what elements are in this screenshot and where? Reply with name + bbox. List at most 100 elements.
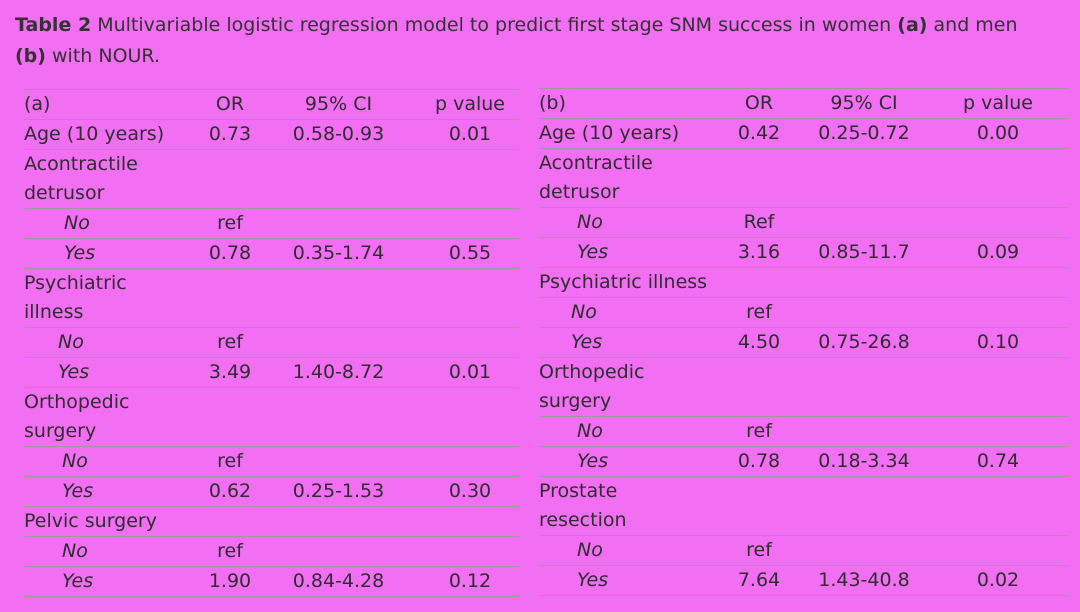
row-p-value: [421, 446, 519, 477]
row-odds-ratio: [719, 506, 799, 536]
row-variable: detrusor: [539, 178, 719, 208]
header-or: OR: [204, 89, 256, 120]
row-p-value: [421, 506, 519, 537]
row-odds-ratio: [719, 387, 799, 417]
row-p-value: [421, 298, 519, 328]
table-row: Yes 1.90 0.84-4.28 0.12: [24, 566, 519, 597]
level-label: No: [577, 211, 603, 233]
level-label: Yes: [62, 570, 94, 592]
row-level: No: [539, 416, 719, 447]
row-odds-ratio: ref: [719, 535, 799, 566]
table-row: No ref: [24, 536, 519, 567]
table-row: Age (10 years) 0.73 0.58-0.93 0.01: [24, 119, 519, 150]
row-confidence-interval: 0.58-0.93: [256, 119, 421, 150]
row-p-value: 0.55: [421, 238, 519, 269]
row-odds-ratio: 0.62: [204, 476, 256, 507]
table-row: illness: [24, 298, 519, 328]
table-row: No ref: [24, 327, 519, 358]
table-row: Orthopedic: [539, 358, 1067, 388]
row-odds-ratio: [204, 506, 256, 537]
row-p-value: 0.74: [929, 446, 1067, 477]
row-p-value: [421, 208, 519, 239]
table-row: Yes 4.50 0.75-26.8 0.10: [539, 327, 1067, 358]
row-variable: illness: [24, 298, 204, 328]
row-p-value: [421, 269, 519, 299]
row-confidence-interval: 0.25-0.72: [799, 118, 929, 149]
row-confidence-interval: [256, 208, 421, 239]
row-confidence-interval: 0.85-11.7: [799, 237, 929, 268]
row-odds-ratio: [204, 417, 256, 447]
row-odds-ratio: [719, 358, 799, 388]
row-variable: Pelvic surgery: [24, 506, 204, 537]
level-label: No: [577, 420, 603, 442]
table-body: Age (10 years) 0.73 0.58-0.93 0.01 Acontract…: [24, 119, 519, 597]
row-level: Yes: [539, 446, 719, 477]
row-p-value: [421, 536, 519, 567]
row-odds-ratio: [204, 269, 256, 299]
row-p-value: [929, 506, 1067, 536]
row-p-value: 0.00: [929, 118, 1067, 149]
row-variable: Orthopedic: [539, 361, 645, 383]
table-row: Yes 3.49 1.40-8.72 0.01: [24, 357, 519, 388]
row-level: No: [24, 536, 204, 567]
row-confidence-interval: [799, 535, 929, 566]
table-caption: Table 2 Multivariable logistic regressio…: [15, 10, 1025, 72]
row-p-value: [929, 535, 1067, 566]
level-label: Yes: [62, 480, 94, 502]
row-odds-ratio: ref: [204, 536, 256, 567]
row-confidence-interval: [256, 417, 421, 447]
table-row: surgery: [539, 387, 1067, 417]
row-confidence-interval: [799, 297, 929, 328]
row-confidence-interval: [799, 477, 929, 507]
men-regression-table: (b) OR 95% CI p value Age (10 years) 0.42…: [539, 88, 1067, 596]
row-confidence-interval: [256, 150, 421, 180]
row-odds-ratio: [204, 298, 256, 328]
row-odds-ratio: [204, 179, 256, 209]
level-label: No: [62, 450, 88, 472]
header-ci: 95% CI: [256, 89, 421, 120]
row-p-value: 0.02: [929, 565, 1067, 596]
row-odds-ratio: [719, 477, 799, 507]
row-odds-ratio: 3.16: [719, 237, 799, 268]
row-level: No: [539, 207, 719, 238]
row-confidence-interval: [256, 446, 421, 477]
row-odds-ratio: [719, 178, 799, 208]
header-p-value: p value: [929, 88, 1067, 119]
row-odds-ratio: 4.50: [719, 327, 799, 358]
table-row: No ref: [24, 446, 519, 477]
row-confidence-interval: 0.35-1.74: [256, 238, 421, 269]
row-p-value: 0.12: [421, 566, 519, 597]
row-level: Yes: [24, 357, 204, 388]
table-row: Yes 7.64 1.43-40.8 0.02: [539, 565, 1067, 596]
row-variable: Acontractile: [24, 153, 138, 175]
row-level: No: [24, 208, 204, 239]
row-p-value: [929, 387, 1067, 417]
row-p-value: [929, 149, 1067, 179]
level-label: Yes: [577, 241, 609, 263]
row-variable: Orthopedic: [24, 391, 130, 413]
row-confidence-interval: 0.84-4.28: [256, 566, 421, 597]
table-row: No ref: [539, 416, 1067, 447]
row-confidence-interval: [256, 327, 421, 358]
header-ci: 95% CI: [799, 88, 929, 119]
row-level: Yes: [24, 476, 204, 507]
table-row: No ref: [539, 297, 1067, 328]
row-confidence-interval: [256, 506, 421, 537]
caption-text-after: with NOUR.: [45, 45, 160, 67]
women-regression-table: (a) OR 95% CI p value Age (10 years) 0.73…: [24, 89, 519, 597]
row-p-value: 0.09: [929, 237, 1067, 268]
row-p-value: [929, 358, 1067, 388]
table-row: Acontractile: [24, 150, 519, 180]
table-row: Yes 0.62 0.25-1.53 0.30: [24, 476, 519, 507]
row-confidence-interval: 1.43-40.8: [799, 565, 929, 596]
row-confidence-interval: 0.25-1.53: [256, 476, 421, 507]
row-confidence-interval: [799, 416, 929, 447]
header-panel-label: (b): [539, 88, 719, 119]
row-variable: Prostate: [539, 480, 618, 502]
level-label: Yes: [577, 569, 609, 591]
header-or: OR: [719, 88, 799, 119]
caption-text-between: and men: [927, 14, 1018, 36]
row-odds-ratio: 0.78: [204, 238, 256, 269]
table-row: Yes 0.78 0.18-3.34 0.74: [539, 446, 1067, 477]
row-odds-ratio: ref: [204, 446, 256, 477]
